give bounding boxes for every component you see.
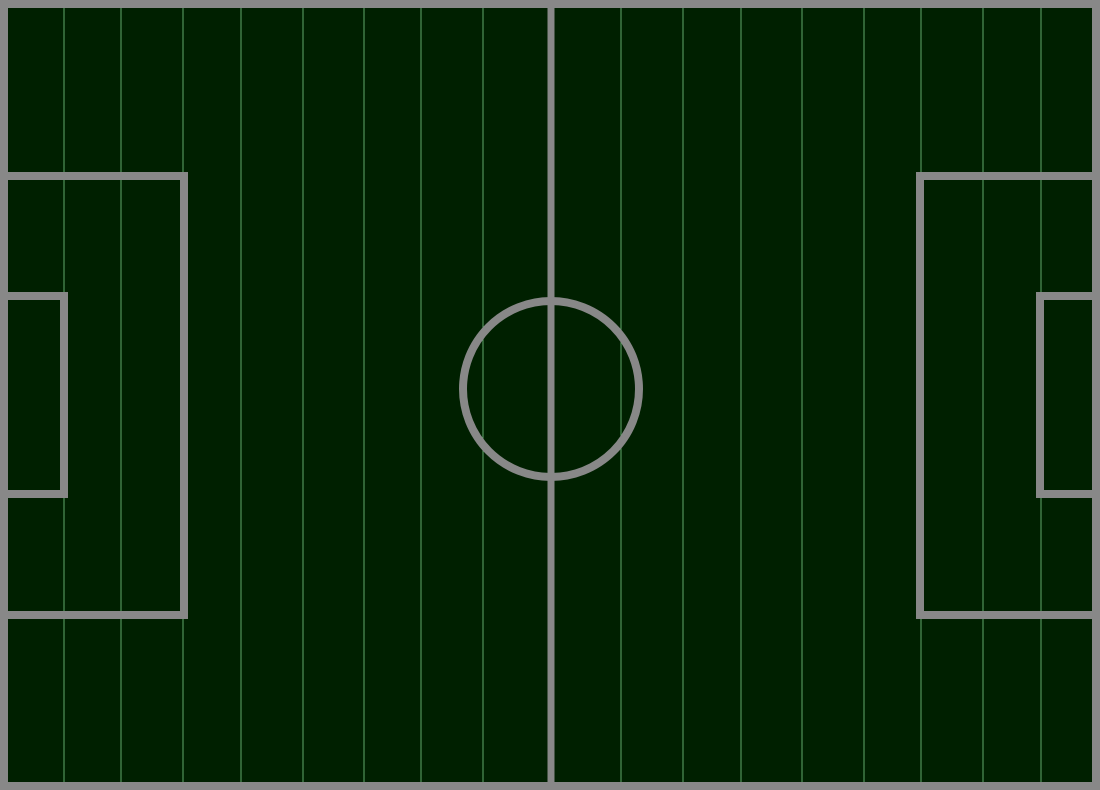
center-circle [459, 297, 643, 481]
left-goal-area [0, 292, 68, 498]
right-goal-area [1036, 292, 1100, 498]
